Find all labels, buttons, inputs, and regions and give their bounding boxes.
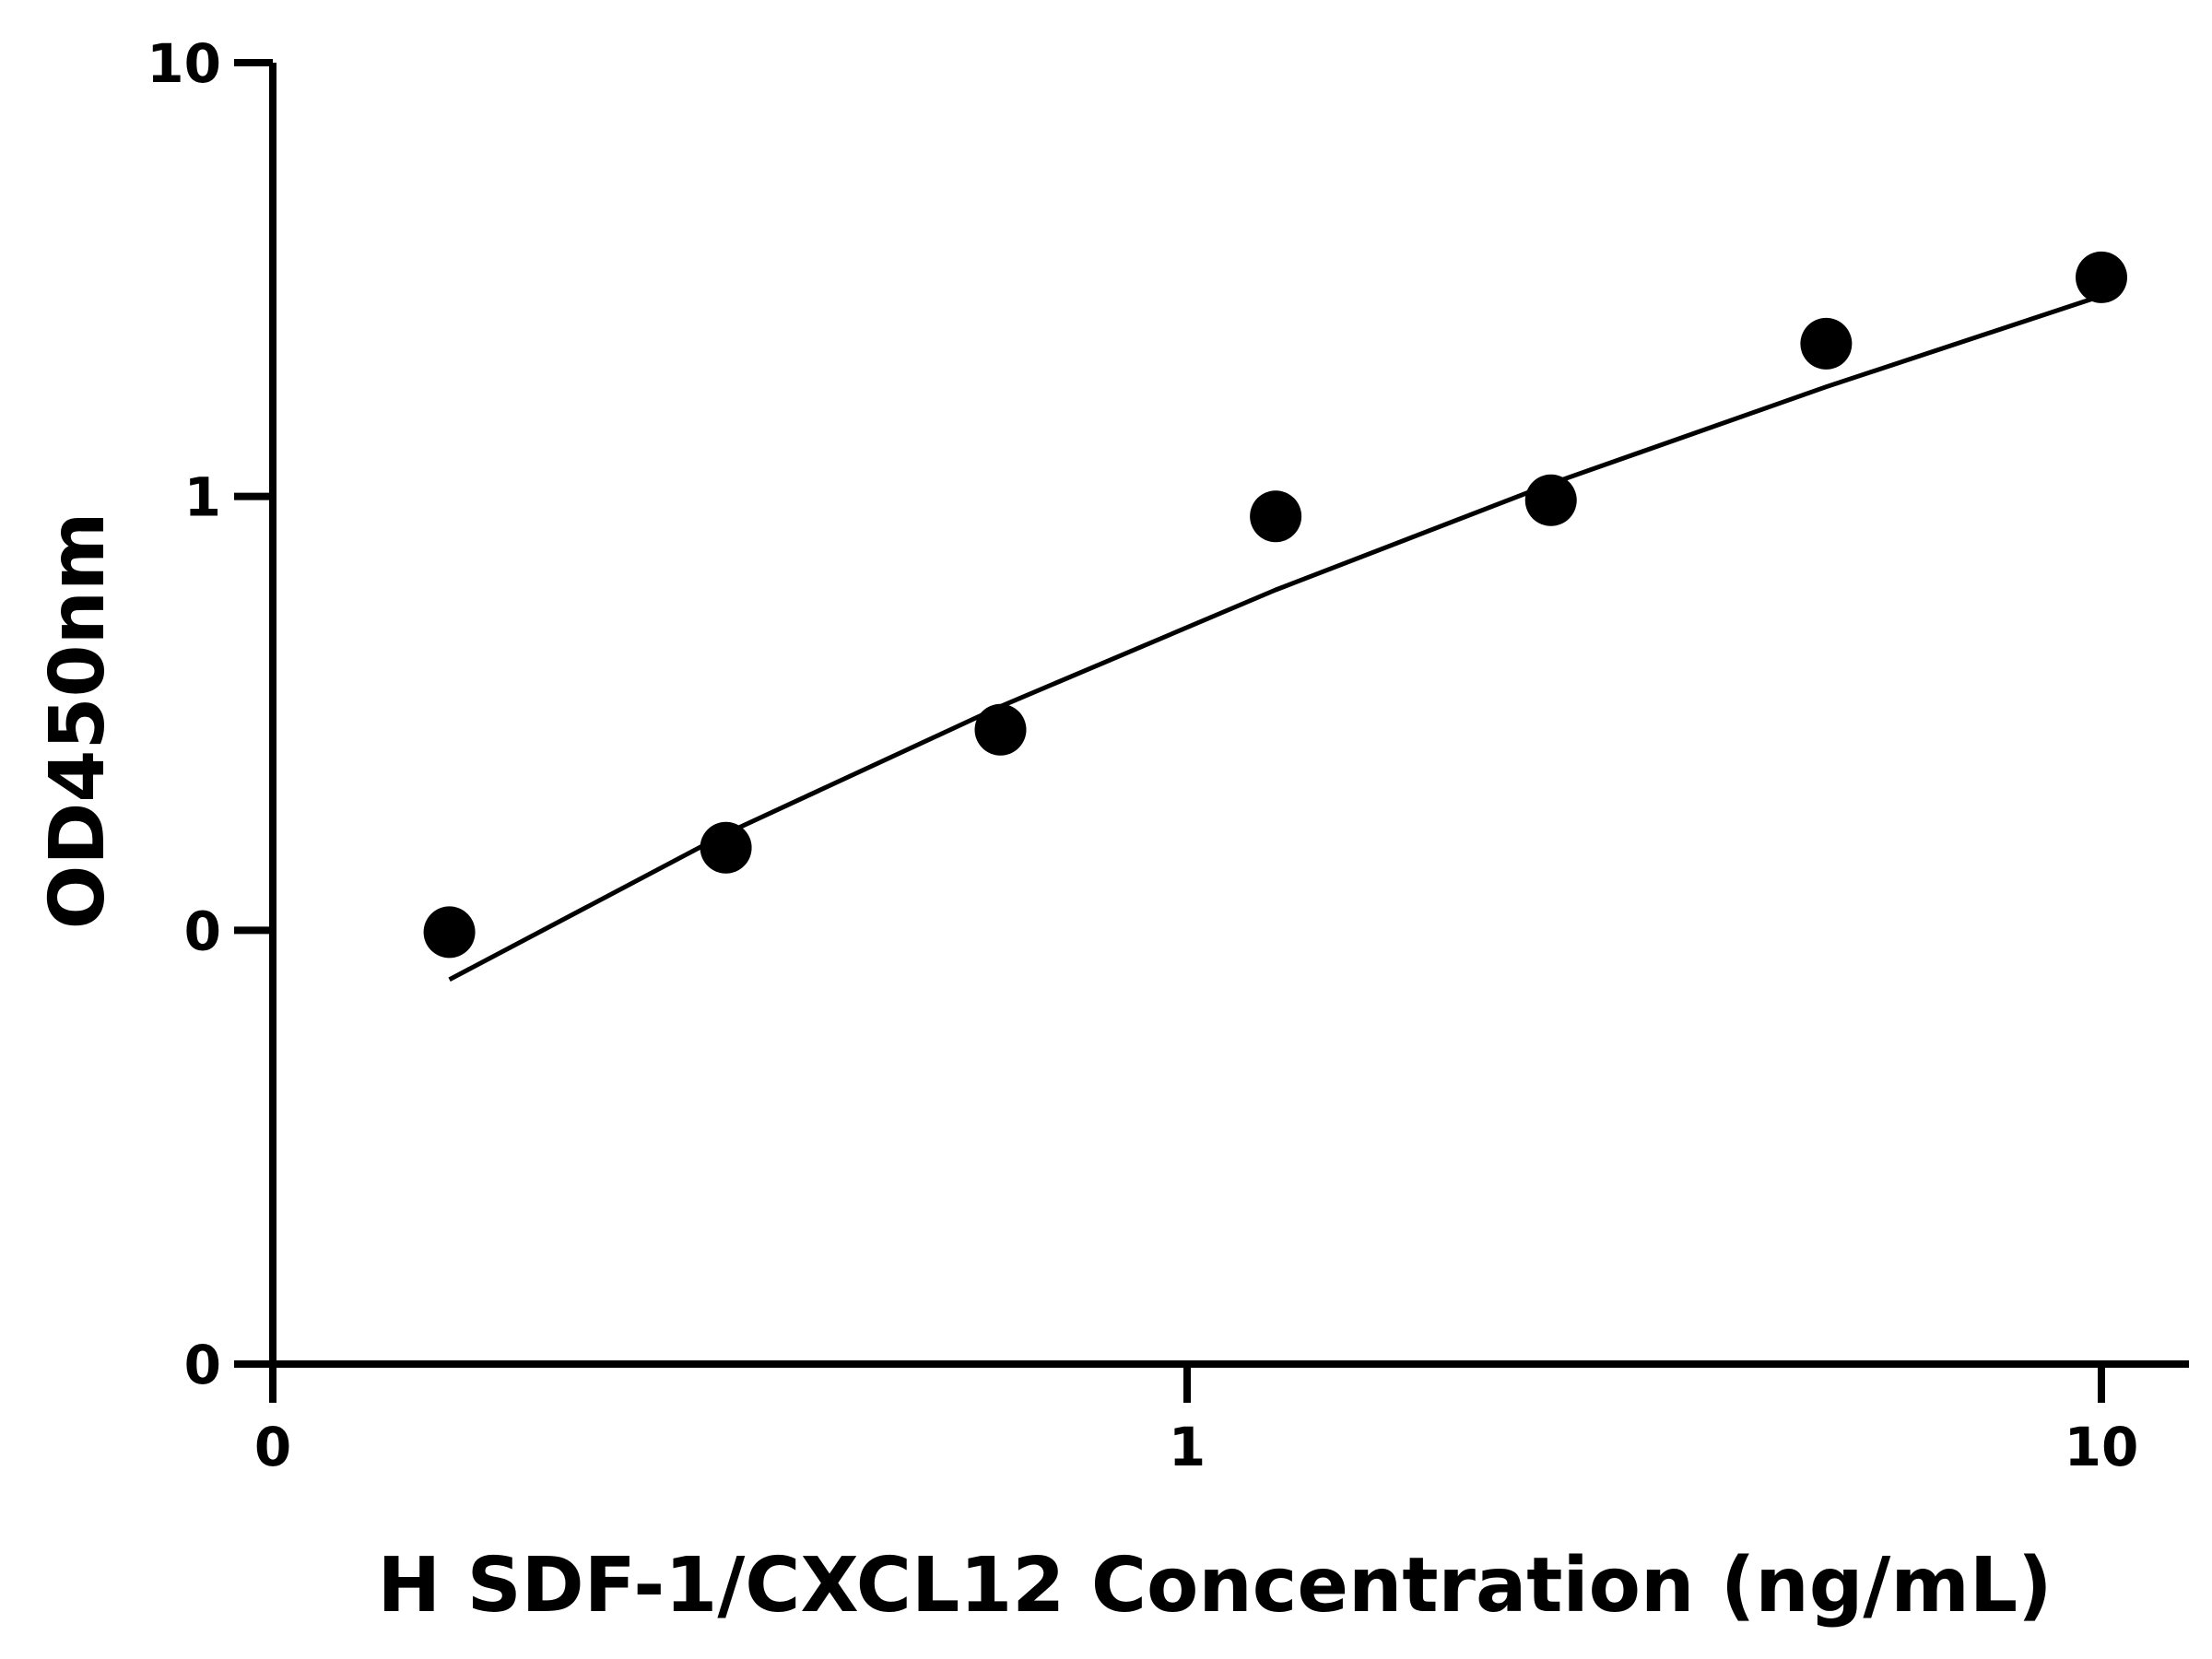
data-point [1524, 474, 1577, 526]
data-point [974, 703, 1027, 756]
data-point [2076, 251, 2127, 303]
data-point [1250, 490, 1302, 543]
data-point [1800, 317, 1853, 370]
x-axis-title: H SDF-1/CXCL12 Concentration (ng/mL) [377, 1542, 2052, 1630]
y-tick-label: 10 [147, 32, 221, 95]
x-tick-label: 10 [2065, 1416, 2139, 1478]
y-tick-label: 0 [184, 900, 221, 962]
data-point [700, 821, 752, 874]
fit-curve-group [448, 293, 2102, 982]
x-tick-label: 0 [254, 1416, 291, 1478]
data-points [423, 251, 2127, 959]
y-axis-title: OD450nm [34, 512, 122, 930]
axes [269, 63, 2189, 1368]
data-point [423, 906, 476, 959]
y-tick-label: 1 [184, 466, 221, 529]
fit-curve [448, 293, 2102, 982]
y-tick-label: 0 [184, 1334, 221, 1396]
x-tick-label: 1 [1169, 1416, 1206, 1478]
